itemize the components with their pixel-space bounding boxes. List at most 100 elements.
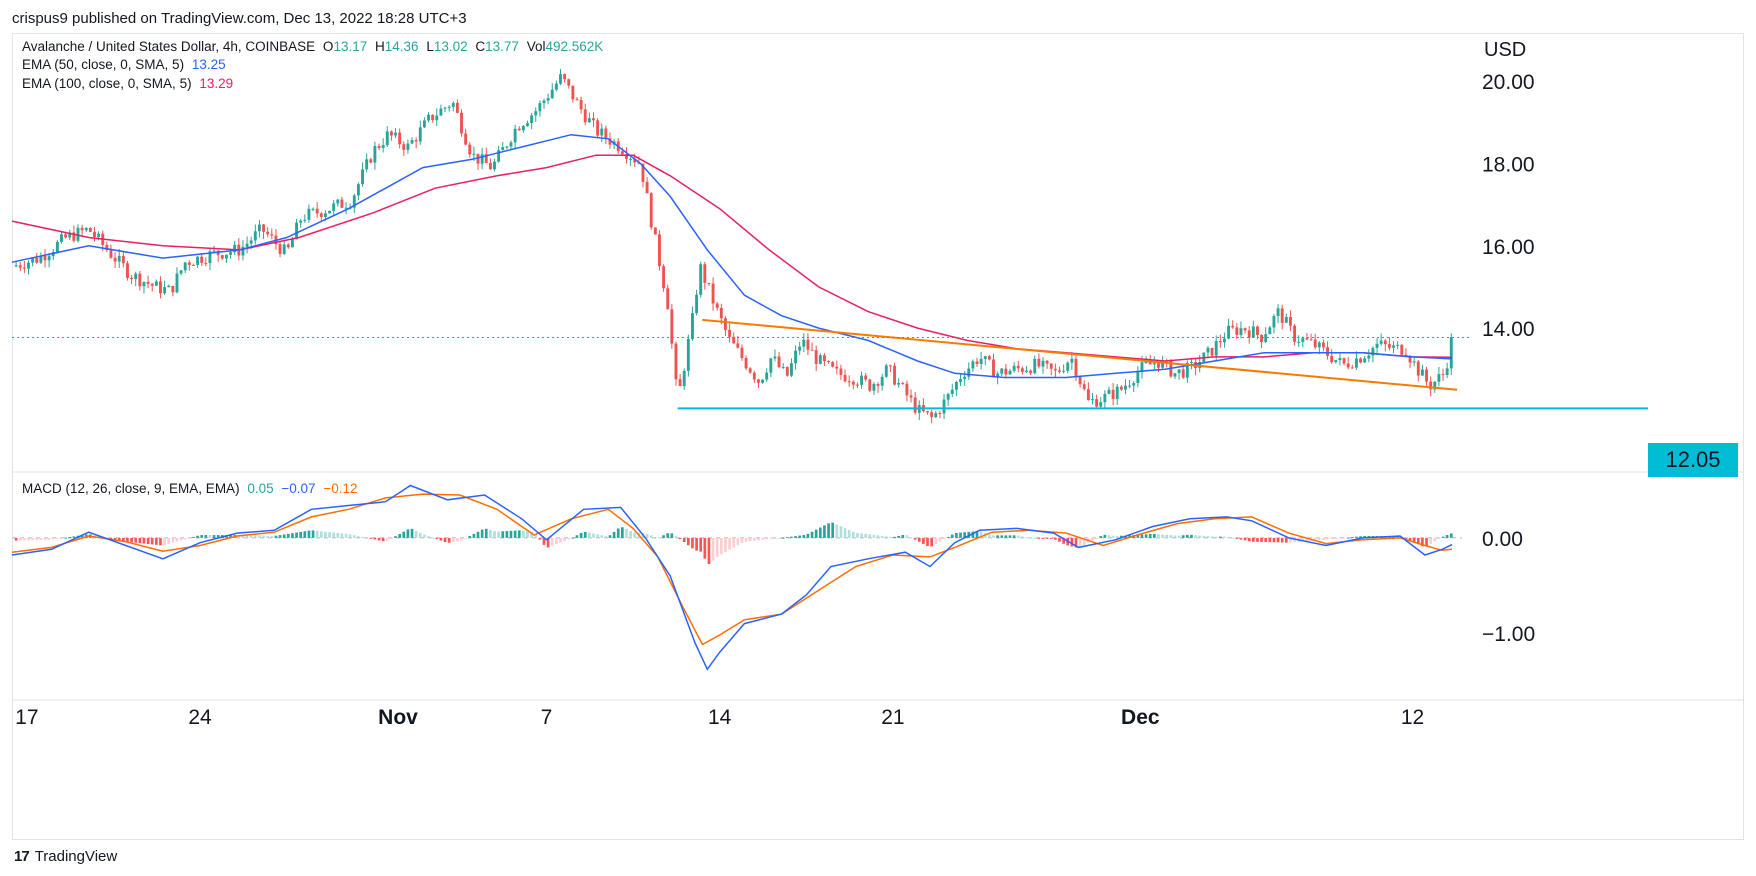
- macd-histogram-bar: [913, 537, 917, 540]
- candle-body: [14, 265, 18, 267]
- macd-histogram-bar: [1449, 533, 1453, 538]
- candle-body: [707, 282, 711, 284]
- candle-body: [868, 379, 872, 391]
- candle-body: [1288, 317, 1292, 326]
- ohlc-volume: Vol492.562K: [527, 39, 604, 54]
- macd-histogram-bar: [484, 528, 488, 538]
- candle-body: [60, 234, 63, 242]
- candle-body: [138, 273, 142, 287]
- tradingview-brand[interactable]: 17 TradingView: [14, 848, 117, 865]
- candle-body: [620, 151, 624, 155]
- candle-body: [1210, 347, 1214, 356]
- candle-body: [1371, 347, 1375, 356]
- macd-histogram-bar: [761, 537, 764, 540]
- candle-body: [954, 381, 958, 390]
- candle-body: [975, 361, 979, 364]
- candle-body: [913, 397, 917, 413]
- candle-body: [295, 222, 298, 240]
- candle-body: [336, 199, 340, 204]
- candle-body: [113, 257, 117, 262]
- macd-histogram-bar: [1103, 534, 1107, 538]
- macd-histogram-bar: [542, 537, 546, 545]
- candle-body: [377, 146, 381, 148]
- candle-body: [1132, 383, 1136, 386]
- candle-body: [385, 131, 389, 146]
- candle-body: [1260, 334, 1264, 342]
- candle-body: [1433, 381, 1437, 390]
- candle-body: [18, 265, 22, 268]
- candle-body: [872, 384, 876, 391]
- candle-body: [1346, 363, 1350, 368]
- candle-body: [286, 244, 290, 248]
- candle-body: [1078, 376, 1082, 385]
- macd-histogram-bar: [31, 537, 34, 541]
- macd-histogram-bar: [1169, 535, 1173, 538]
- macd-histogram-bar: [567, 537, 571, 540]
- macd-histogram-bar: [1037, 537, 1041, 539]
- macd-histogram-bar: [447, 537, 451, 543]
- macd-histogram-bar: [394, 536, 397, 538]
- macd-histogram-bar: [262, 535, 265, 538]
- macd-histogram-bar: [410, 528, 414, 538]
- macd-histogram-bar: [163, 537, 166, 546]
- macd-histogram-bar: [934, 537, 938, 545]
- macd-histogram-bar: [402, 531, 406, 538]
- macd-histogram-bar: [616, 528, 620, 538]
- candle-body: [422, 120, 426, 128]
- candle-body: [699, 264, 703, 295]
- price-tick-label: 20.00: [1482, 71, 1535, 94]
- time-tick-label: 21: [881, 706, 904, 729]
- macd-histogram-bar: [728, 537, 731, 550]
- candle-body: [439, 108, 443, 116]
- candle-body: [460, 112, 463, 134]
- macd-histogram-bar: [1016, 535, 1020, 538]
- candle-body: [1429, 381, 1433, 390]
- candle-body: [1408, 356, 1412, 363]
- candle-body: [530, 115, 534, 124]
- candle-body: [682, 370, 686, 387]
- macd-histogram-bar: [917, 537, 921, 542]
- candle-body: [88, 228, 92, 232]
- candle-body: [427, 114, 430, 121]
- candle-body: [843, 374, 847, 382]
- macd-histogram-bar: [1049, 537, 1053, 539]
- macd-histogram-bar: [266, 535, 270, 538]
- candle-body: [1008, 370, 1012, 375]
- macd-histogram-bar: [559, 537, 562, 543]
- macd-histogram-bar: [1070, 537, 1074, 547]
- candle-body: [847, 381, 851, 383]
- candle-body: [658, 234, 661, 267]
- candle-body: [946, 393, 950, 400]
- macd-histogram-bar: [443, 537, 447, 543]
- macd-histogram-bar: [575, 535, 579, 538]
- candle-body: [893, 365, 896, 385]
- candle-body: [979, 358, 983, 364]
- macd-histogram-bar: [200, 535, 204, 538]
- candle-body: [497, 150, 501, 162]
- macd-histogram-bar: [51, 537, 55, 540]
- candle-body: [1268, 327, 1272, 335]
- candle-body: [233, 244, 237, 253]
- macd-histogram-bar: [390, 537, 393, 539]
- macd-histogram-bar: [905, 535, 909, 538]
- ema50-label: EMA (50, close, 0, SMA, 5): [22, 57, 185, 72]
- macd-histogram-bar: [1231, 537, 1235, 539]
- macd-histogram-bar: [963, 532, 966, 538]
- macd-histogram-bar: [1301, 537, 1305, 542]
- candle-body: [752, 372, 756, 380]
- candle-body: [1223, 338, 1226, 343]
- macd-histogram-bar: [1322, 537, 1325, 540]
- ema50-legend: EMA (50, close, 0, SMA, 5) 13.25: [22, 57, 230, 72]
- macd-line: [11, 484, 1453, 671]
- price-tick-label: 16.00: [1482, 236, 1535, 259]
- candle-body: [1334, 360, 1338, 363]
- macd-histogram-bar: [1280, 537, 1284, 543]
- macd-tick-label: −1.00: [1482, 623, 1535, 646]
- candle-body: [1359, 358, 1362, 363]
- macd-signal-line: [11, 493, 1453, 646]
- candle-body: [748, 368, 752, 373]
- candle-body: [1218, 341, 1222, 343]
- candle-body: [860, 375, 863, 385]
- time-tick-label: 17: [15, 706, 38, 729]
